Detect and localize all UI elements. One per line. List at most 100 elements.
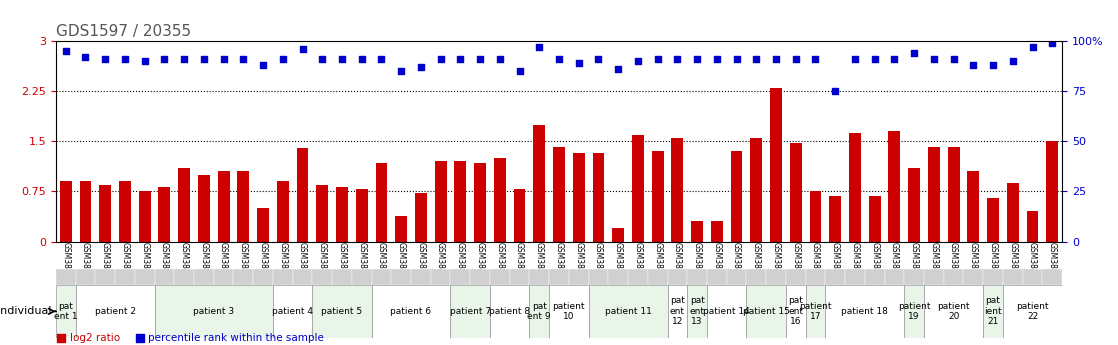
Bar (789, 143, 802, 241)
Text: GSM38740: GSM38740 (614, 241, 623, 283)
Point (313, 57, 331, 62)
Text: GSM38736: GSM38736 (534, 241, 543, 283)
Text: individual: individual (0, 306, 51, 316)
Bar (159, 187, 170, 242)
FancyBboxPatch shape (1023, 269, 1042, 285)
FancyBboxPatch shape (411, 269, 430, 285)
FancyBboxPatch shape (312, 269, 332, 285)
FancyBboxPatch shape (865, 269, 884, 285)
Text: GSM38732: GSM38732 (456, 241, 465, 283)
Text: GSM38719: GSM38719 (199, 241, 208, 283)
Text: GSM38743: GSM38743 (673, 241, 682, 283)
Text: GSM38716: GSM38716 (140, 241, 149, 283)
Bar (830, 196, 841, 241)
Text: patient 7: patient 7 (449, 307, 491, 316)
Point (629, 59, 647, 64)
FancyBboxPatch shape (904, 269, 923, 285)
Text: GSM38727: GSM38727 (358, 241, 367, 283)
Bar (218, 171, 229, 242)
Bar (869, 196, 881, 241)
Bar (533, 125, 546, 242)
FancyBboxPatch shape (588, 285, 667, 338)
FancyBboxPatch shape (490, 285, 530, 338)
Text: patient 11: patient 11 (605, 307, 652, 316)
Point (589, 57, 607, 62)
Point (57, 49, 75, 54)
FancyBboxPatch shape (174, 269, 195, 285)
Bar (770, 88, 781, 242)
FancyBboxPatch shape (430, 269, 451, 285)
FancyBboxPatch shape (253, 269, 273, 285)
Point (1043, 41, 1061, 46)
Point (471, 57, 489, 62)
Text: GSM38714: GSM38714 (101, 241, 110, 283)
Point (570, 61, 588, 66)
FancyBboxPatch shape (727, 269, 747, 285)
FancyBboxPatch shape (273, 269, 293, 285)
Bar (711, 221, 722, 242)
Bar (1026, 211, 1039, 241)
FancyBboxPatch shape (76, 269, 95, 285)
Text: GSM38756: GSM38756 (929, 241, 938, 283)
FancyBboxPatch shape (923, 269, 944, 285)
FancyBboxPatch shape (451, 285, 490, 338)
Point (550, 57, 568, 62)
Bar (296, 148, 309, 242)
FancyBboxPatch shape (628, 269, 647, 285)
FancyBboxPatch shape (510, 269, 530, 285)
Bar (849, 134, 861, 242)
Point (491, 57, 509, 62)
Text: GSM38757: GSM38757 (949, 241, 958, 283)
Bar (731, 151, 742, 242)
Point (96, 57, 114, 62)
FancyBboxPatch shape (845, 269, 865, 285)
Text: GSM38761: GSM38761 (1029, 241, 1038, 283)
Text: GSM38733: GSM38733 (475, 241, 484, 283)
Text: GSM38741: GSM38741 (634, 241, 643, 283)
FancyBboxPatch shape (234, 269, 253, 285)
Bar (119, 181, 131, 241)
FancyBboxPatch shape (530, 269, 549, 285)
Bar (454, 161, 466, 242)
Bar (100, 185, 111, 242)
FancyBboxPatch shape (825, 269, 845, 285)
Point (1024, 45, 1042, 50)
FancyBboxPatch shape (115, 269, 135, 285)
FancyBboxPatch shape (154, 285, 273, 338)
FancyBboxPatch shape (766, 269, 786, 285)
Text: GSM38745: GSM38745 (712, 241, 721, 283)
Point (945, 57, 963, 62)
Bar (356, 189, 368, 241)
Point (254, 63, 272, 68)
FancyBboxPatch shape (154, 269, 174, 285)
Bar (632, 135, 644, 242)
Point (392, 69, 410, 74)
Text: GSM38750: GSM38750 (811, 241, 819, 283)
Point (925, 57, 942, 62)
Text: GSM38724: GSM38724 (299, 241, 307, 283)
Bar (967, 171, 979, 242)
FancyBboxPatch shape (214, 269, 234, 285)
FancyBboxPatch shape (806, 285, 825, 338)
Point (116, 57, 134, 62)
Bar (672, 138, 683, 241)
Bar (513, 189, 525, 241)
Bar (593, 154, 605, 242)
FancyBboxPatch shape (786, 285, 806, 338)
Text: patient 5: patient 5 (321, 307, 362, 316)
FancyBboxPatch shape (747, 269, 766, 285)
Point (984, 63, 1002, 68)
FancyBboxPatch shape (904, 285, 923, 338)
Text: patient 15: patient 15 (742, 307, 789, 316)
Text: GDS1597 / 20355: GDS1597 / 20355 (56, 24, 191, 39)
FancyBboxPatch shape (352, 269, 371, 285)
FancyBboxPatch shape (76, 285, 154, 338)
Text: patient
17: patient 17 (799, 302, 832, 321)
Point (176, 57, 193, 62)
Bar (277, 181, 288, 241)
FancyBboxPatch shape (530, 285, 549, 338)
FancyBboxPatch shape (647, 269, 667, 285)
FancyBboxPatch shape (56, 269, 76, 285)
Text: pat
ent 1: pat ent 1 (54, 302, 77, 321)
FancyBboxPatch shape (490, 269, 510, 285)
